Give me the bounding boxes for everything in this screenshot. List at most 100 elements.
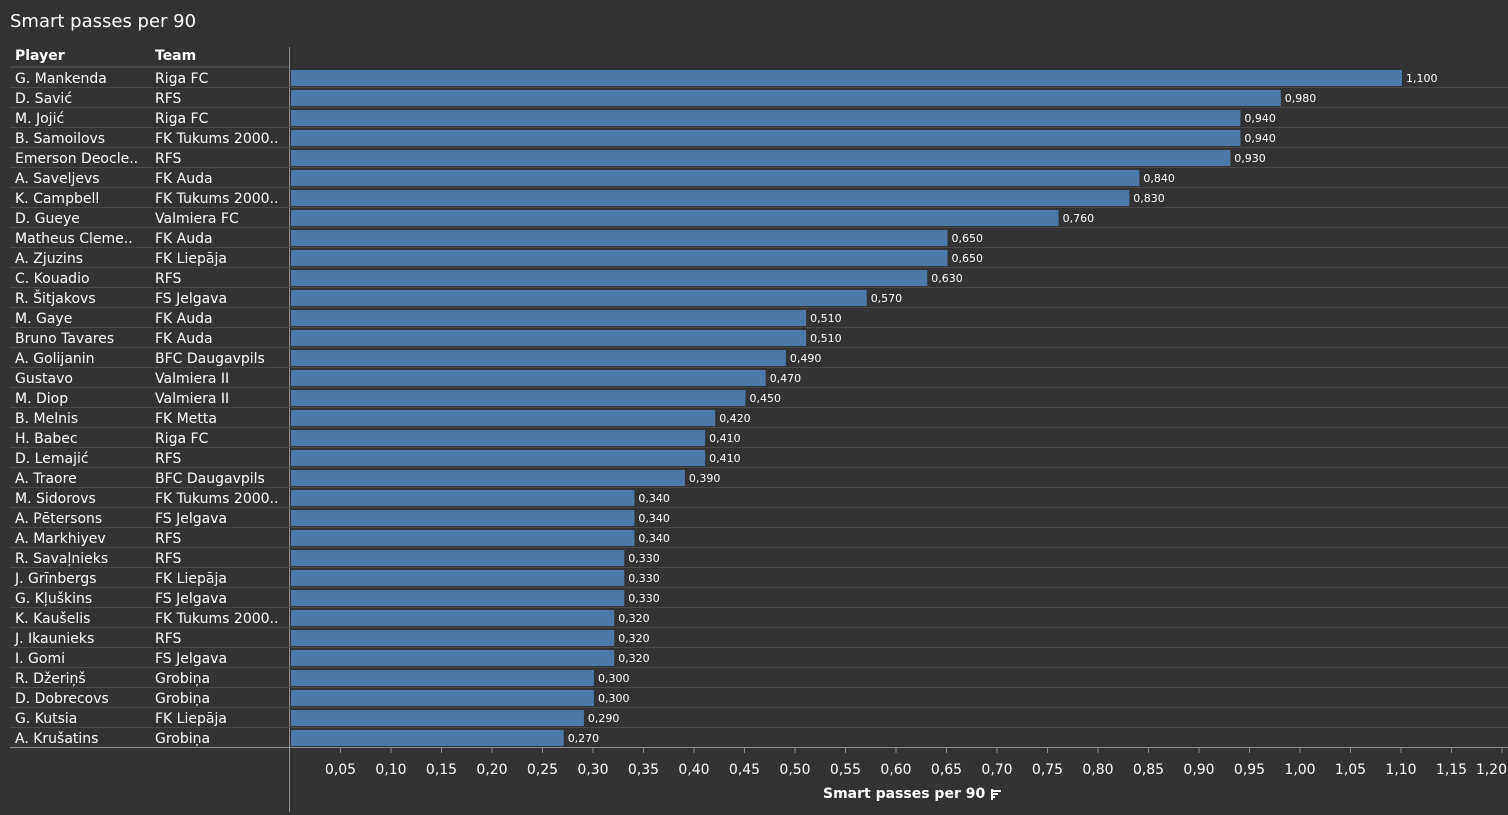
player-name: A. Saveljevs <box>15 171 100 187</box>
team-name: FK Tukums 2000.. <box>155 611 278 627</box>
bar[interactable] <box>291 710 584 726</box>
bar-value-label: 0,420 <box>719 412 751 425</box>
bar-value-label: 0,510 <box>810 332 842 345</box>
bar[interactable] <box>291 650 615 666</box>
team-name: BFC Daugavpils <box>155 471 265 487</box>
bar[interactable] <box>291 290 867 306</box>
bar[interactable] <box>291 490 635 506</box>
bar-value-label: 1,100 <box>1406 72 1438 85</box>
bar[interactable] <box>291 70 1402 86</box>
team-name: FK Auda <box>155 331 213 347</box>
player-name: Gustavo <box>15 371 73 387</box>
team-name: RFS <box>155 151 182 167</box>
bar[interactable] <box>291 230 948 246</box>
team-name: RFS <box>155 631 182 647</box>
player-name: D. Dobrecovs <box>15 691 109 707</box>
bar[interactable] <box>291 450 706 466</box>
player-column-header[interactable]: Player <box>15 48 65 64</box>
bar[interactable] <box>291 530 635 546</box>
player-name: A. Traore <box>15 471 77 487</box>
x-tick-label: 0,85 <box>1133 762 1164 778</box>
bar[interactable] <box>291 270 928 286</box>
team-name: BFC Daugavpils <box>155 351 265 367</box>
bar-value-label: 0,290 <box>588 712 620 725</box>
x-axis-title-container: Smart passes per 90 <box>823 786 1002 802</box>
player-name: R. Savaļnieks <box>15 551 108 567</box>
bar-value-label: 0,840 <box>1143 172 1175 185</box>
bar[interactable] <box>291 170 1140 186</box>
team-name: FK Tukums 2000.. <box>155 491 278 507</box>
team-name: RFS <box>155 451 182 467</box>
player-name: D. Savić <box>15 91 72 107</box>
bar[interactable] <box>291 570 625 586</box>
bar[interactable] <box>291 630 615 646</box>
bar[interactable] <box>291 510 635 526</box>
team-column-header[interactable]: Team <box>155 48 197 64</box>
bar[interactable] <box>291 610 615 626</box>
player-name: Bruno Tavares <box>15 331 114 347</box>
bar-value-label: 0,980 <box>1285 92 1317 105</box>
bar-value-label: 0,940 <box>1244 112 1276 125</box>
bar[interactable] <box>291 110 1241 126</box>
x-tick-label: 0,60 <box>880 762 911 778</box>
x-tick-label: 0,45 <box>729 762 760 778</box>
player-name: G. Kutsia <box>15 711 77 727</box>
x-tick-label: 1,00 <box>1284 762 1315 778</box>
bar[interactable] <box>291 250 948 266</box>
bar[interactable] <box>291 470 685 486</box>
bar[interactable] <box>291 190 1130 206</box>
player-name: Emerson Deocle.. <box>15 151 138 167</box>
bar[interactable] <box>291 330 807 346</box>
player-name: I. Gomi <box>15 651 65 667</box>
player-name: A. Zjuzins <box>15 251 83 267</box>
bar-value-label: 0,940 <box>1244 132 1276 145</box>
bar[interactable] <box>291 430 706 446</box>
bar[interactable] <box>291 550 625 566</box>
bar[interactable] <box>291 310 807 326</box>
bar[interactable] <box>291 130 1241 146</box>
x-tick-label: 0,70 <box>981 762 1012 778</box>
bar[interactable] <box>291 390 746 406</box>
player-name: K. Campbell <box>15 191 99 207</box>
team-name: FK Metta <box>155 411 217 427</box>
team-name: FS Jelgava <box>155 511 227 527</box>
bar-value-label: 0,300 <box>598 672 630 685</box>
bar-value-label: 0,340 <box>638 512 670 525</box>
bar-value-label: 0,760 <box>1063 212 1095 225</box>
player-name: A. Krušatins <box>15 731 98 747</box>
x-tick-label: 0,65 <box>931 762 962 778</box>
player-name: J. Ikaunieks <box>14 631 94 647</box>
bar[interactable] <box>291 670 594 686</box>
player-name: G. Kļuškins <box>15 591 92 607</box>
x-tick-label: 1,20 <box>1476 762 1507 778</box>
bar[interactable] <box>291 350 786 366</box>
team-name: RFS <box>155 551 182 567</box>
team-name: FK Liepāja <box>155 711 227 727</box>
bar[interactable] <box>291 730 564 746</box>
bar[interactable] <box>291 370 766 386</box>
team-name: RFS <box>155 91 182 107</box>
team-name: Riga FC <box>155 111 209 127</box>
bar[interactable] <box>291 590 625 606</box>
bar-value-label: 0,270 <box>568 732 600 745</box>
bar-value-label: 0,650 <box>952 232 984 245</box>
bar-value-label: 0,930 <box>1234 152 1266 165</box>
sort-descending-icon[interactable] <box>991 788 1002 800</box>
x-tick-label: 0,20 <box>476 762 507 778</box>
team-name: Grobiņa <box>155 691 210 707</box>
player-name: H. Babec <box>15 431 78 447</box>
team-name: FS Jelgava <box>155 291 227 307</box>
bar-value-label: 0,330 <box>628 572 660 585</box>
x-tick-label: 0,90 <box>1183 762 1214 778</box>
bar[interactable] <box>291 210 1059 226</box>
player-name: M. Sidorovs <box>15 491 96 507</box>
bar[interactable] <box>291 150 1231 166</box>
team-name: FK Auda <box>155 311 213 327</box>
team-name: FK Liepāja <box>155 571 227 587</box>
bar[interactable] <box>291 410 716 426</box>
bar-value-label: 0,390 <box>689 472 721 485</box>
bar[interactable] <box>291 690 594 706</box>
bar-value-label: 0,340 <box>638 492 670 505</box>
x-tick-label: 0,75 <box>1032 762 1063 778</box>
bar[interactable] <box>291 90 1281 106</box>
